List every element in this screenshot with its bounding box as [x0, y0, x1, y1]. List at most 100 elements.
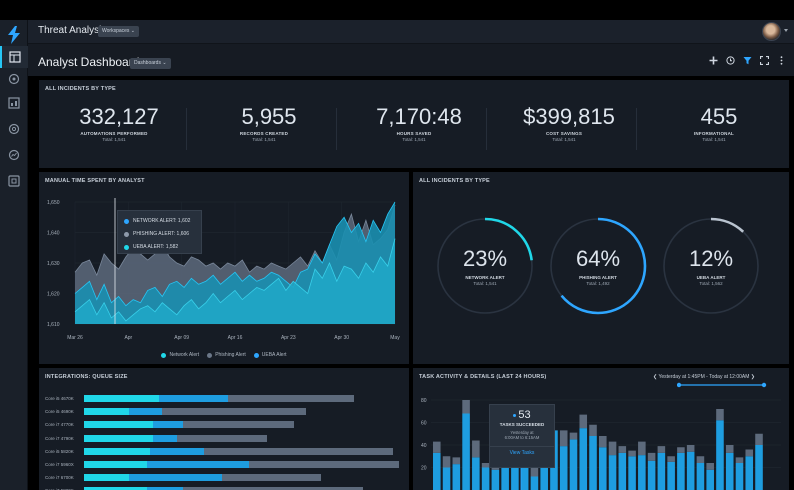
task-bar-other [716, 409, 724, 421]
sidebar-item-dashboards[interactable] [0, 46, 28, 68]
task-bar-succeeded [433, 452, 441, 490]
gear-icon [8, 73, 20, 85]
bar-category-label: Core i5 5820K [45, 448, 74, 454]
bar-segment[interactable] [147, 487, 183, 490]
filter-icon[interactable] [743, 56, 752, 65]
bar-segment[interactable] [159, 395, 228, 402]
bar-segment[interactable] [228, 395, 354, 402]
bar-segment[interactable] [249, 461, 399, 468]
x-tick-label: Apr 16 [228, 335, 243, 341]
bar-segment[interactable] [84, 461, 147, 468]
range-track[interactable] [677, 382, 777, 388]
brand-logo-icon[interactable] [6, 26, 22, 44]
donut-sub: Total: 1,492 [586, 281, 610, 286]
kpi-label: INFORMATIONAL [693, 131, 734, 136]
kpi-label: AUTOMATIONS PERFORMED [80, 131, 148, 136]
kpi-value: 332,127 [79, 104, 159, 129]
bar-segment[interactable] [183, 487, 363, 490]
legend-item[interactable]: UEBA Alert [253, 352, 287, 358]
dashboard-icon [9, 51, 21, 63]
bar-segment[interactable] [84, 421, 153, 429]
task-tooltip: 53 TASKS SUCCEEDED Yesterday at 6:00AM t… [489, 404, 555, 468]
donut-chart[interactable]: 12% UEBA ALERT Total: 1,562 [661, 216, 761, 316]
task-bar-succeeded [657, 452, 666, 490]
sidebar-item-reports[interactable] [0, 92, 28, 114]
bar-segment[interactable] [147, 461, 249, 468]
bar-segment[interactable] [177, 434, 267, 442]
task-bar-succeeded [706, 469, 714, 490]
task-activity-chart[interactable]: 80 60 40 20 [413, 368, 789, 490]
donut-arc [662, 217, 760, 315]
workspace-selector[interactable]: Workspaces ⌄ [98, 26, 139, 37]
expand-icon[interactable] [760, 56, 769, 65]
sidebar-item-settings[interactable] [0, 68, 28, 90]
clock-icon[interactable] [726, 56, 735, 65]
tooltip-dot [124, 244, 129, 250]
kpi-label: RECORDS CREATED [239, 131, 289, 136]
tooltip-dot [513, 413, 517, 417]
task-bar-succeeded [618, 452, 627, 490]
manual-time-panel: MANUAL TIME SPENT BY ANALYST 1,650 1,640 1… [39, 172, 409, 364]
bar-segment[interactable] [84, 487, 147, 490]
bar-category-label: Core i5 4690K [45, 409, 74, 415]
sidebar-item-archive[interactable] [0, 170, 28, 192]
bar-segment[interactable] [153, 434, 177, 442]
manual-time-chart[interactable]: 1,650 1,640 1,630 1,620 1,610 Mar 26 Apr Apr 09… [39, 172, 409, 348]
task-bar-succeeded [725, 452, 734, 490]
bar-segment[interactable] [153, 421, 183, 429]
avatar[interactable] [762, 22, 781, 41]
view-tasks-link[interactable]: View Tasks [490, 446, 554, 456]
y-tick-label: 1,650 [47, 200, 60, 206]
task-bar-other [442, 456, 451, 468]
integrations-panel: INTEGRATIONS: QUEUE SIZE Core i5 4670K Co… [39, 368, 409, 490]
bar-segment[interactable] [204, 447, 393, 455]
task-bar-succeeded [647, 460, 656, 490]
search-circle-icon [8, 123, 20, 135]
task-bar-succeeded [452, 464, 461, 490]
legend-dot [207, 352, 213, 358]
more-icon[interactable] [777, 56, 786, 65]
task-bar-other [589, 424, 597, 436]
donut-chart[interactable]: 23% NETWORK ALERT Total: 1,541 [435, 216, 535, 316]
bar-segment[interactable] [84, 434, 153, 442]
kpi-sub: Total: 1,541 [702, 137, 726, 142]
dashboard-selector[interactable]: Dashboards ⌄ [130, 58, 171, 69]
plus-icon[interactable] [709, 56, 718, 65]
bar-segment[interactable] [129, 408, 162, 416]
task-bar-succeeded [677, 452, 685, 490]
bar-segment[interactable] [84, 408, 129, 416]
task-bar-succeeded [755, 445, 763, 490]
task-bar-other [452, 457, 461, 465]
bar-segment[interactable] [129, 474, 222, 482]
task-bar-succeeded [520, 447, 529, 490]
chevron-right-icon[interactable]: ❯ [750, 374, 755, 380]
task-bar-other [599, 436, 607, 448]
chevron-down-icon[interactable] [784, 29, 788, 32]
bar-segment[interactable] [84, 474, 129, 482]
donut-label: NETWORK ALERT [465, 275, 505, 280]
donut-arc [549, 217, 647, 315]
legend-item[interactable]: Network Alert [161, 352, 199, 358]
task-bar-other [667, 456, 675, 462]
kpi-card: 455 INFORMATIONAL Total: 1,541 [644, 104, 784, 160]
bar-segment[interactable] [222, 474, 321, 482]
donut-arc [436, 217, 534, 315]
donut-chart[interactable]: 64% PHISHING ALERT Total: 1,492 [548, 216, 648, 316]
bar-segment[interactable] [84, 395, 159, 402]
bar-segment[interactable] [183, 421, 294, 429]
tooltip-label: TASKS SUCCEEDED [499, 422, 545, 427]
task-bar-succeeded [745, 456, 754, 490]
tooltip-value: 53 [518, 409, 531, 421]
bar-segment[interactable] [84, 447, 150, 455]
sidebar-item-search[interactable] [0, 118, 28, 140]
sidebar-item-analytics[interactable] [0, 144, 28, 166]
legend-item[interactable]: Phishing Alert [207, 352, 246, 358]
time-range-slider[interactable]: ❮ Yesterday at 1:45PM - Today at 12:00AM… [653, 374, 755, 380]
task-bar-succeeded [540, 449, 548, 490]
chevron-left-icon[interactable]: ❮ [653, 374, 658, 380]
bar-segment[interactable] [150, 447, 204, 455]
donut-sub: Total: 1,562 [699, 281, 723, 286]
page-title: Analyst Dashboard [38, 55, 140, 69]
task-bar-other [481, 463, 490, 468]
bar-segment[interactable] [162, 408, 306, 416]
